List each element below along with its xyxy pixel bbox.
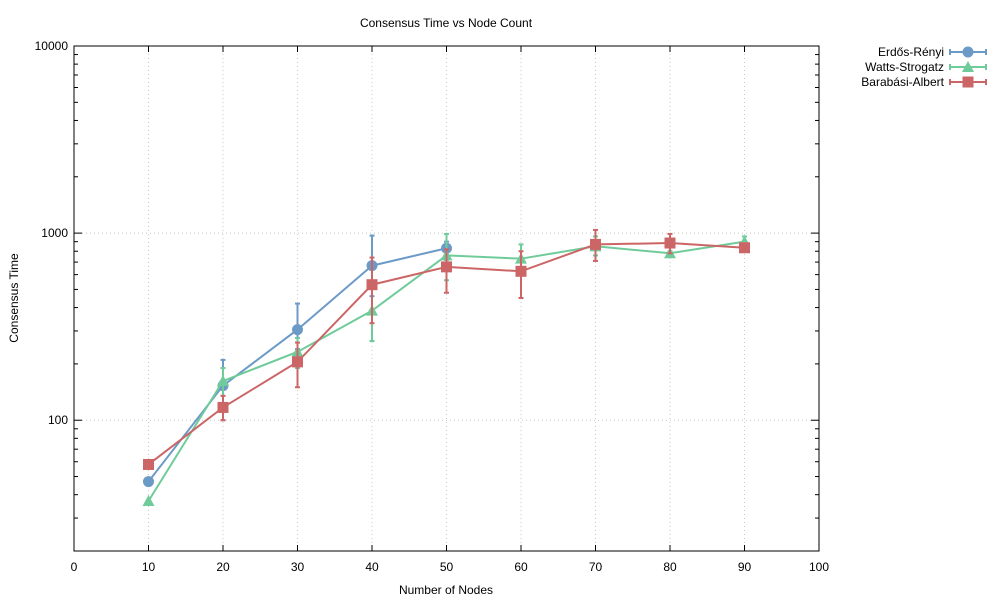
data-point [143,476,154,488]
x-tick-label: 20 [216,560,230,574]
data-point [515,265,527,277]
x-tick-label: 70 [589,560,603,574]
series-2 [143,228,750,470]
data-point [217,401,229,413]
legend-label: Erdős-Rényi [878,45,944,59]
x-tick-label: 60 [514,560,528,574]
axis-ticks: 0 10 20 30 40 50 60 70 80 90 100 100 1000 10000 [35,39,830,574]
x-tick-label: 0 [71,560,78,574]
grid-lines [74,46,819,551]
legend-label: Barabási-Albert [861,75,944,89]
data-point [441,261,452,273]
data-point [292,356,303,368]
chart-title: Consensus Time vs Node Count [360,16,533,30]
x-axis-label: Number of Nodes [399,583,493,597]
x-tick-label: 100 [809,560,829,574]
x-tick-label: 40 [365,560,379,574]
series-layer [142,228,751,507]
data-point [142,495,155,507]
x-tick-label: 80 [663,560,677,574]
y-tick-label: 1000 [41,226,68,240]
x-tick-label: 90 [738,560,752,574]
y-axis-label: Consensus Time [7,253,21,343]
legend-marker [962,61,974,72]
x-tick-label: 10 [142,560,156,574]
data-point [217,375,229,387]
x-tick-label: 50 [440,560,454,574]
data-point [143,458,154,470]
data-point [590,238,601,250]
data-point [664,237,676,249]
data-point [739,242,750,254]
legend-label: Watts-Strogatz [865,60,944,74]
data-point [292,324,303,336]
x-tick-label: 30 [291,560,305,574]
y-tick-label: 100 [48,413,68,427]
legend-marker [962,46,974,58]
data-point [366,279,378,291]
y-tick-label: 10000 [35,39,69,53]
legend-marker [962,76,974,88]
